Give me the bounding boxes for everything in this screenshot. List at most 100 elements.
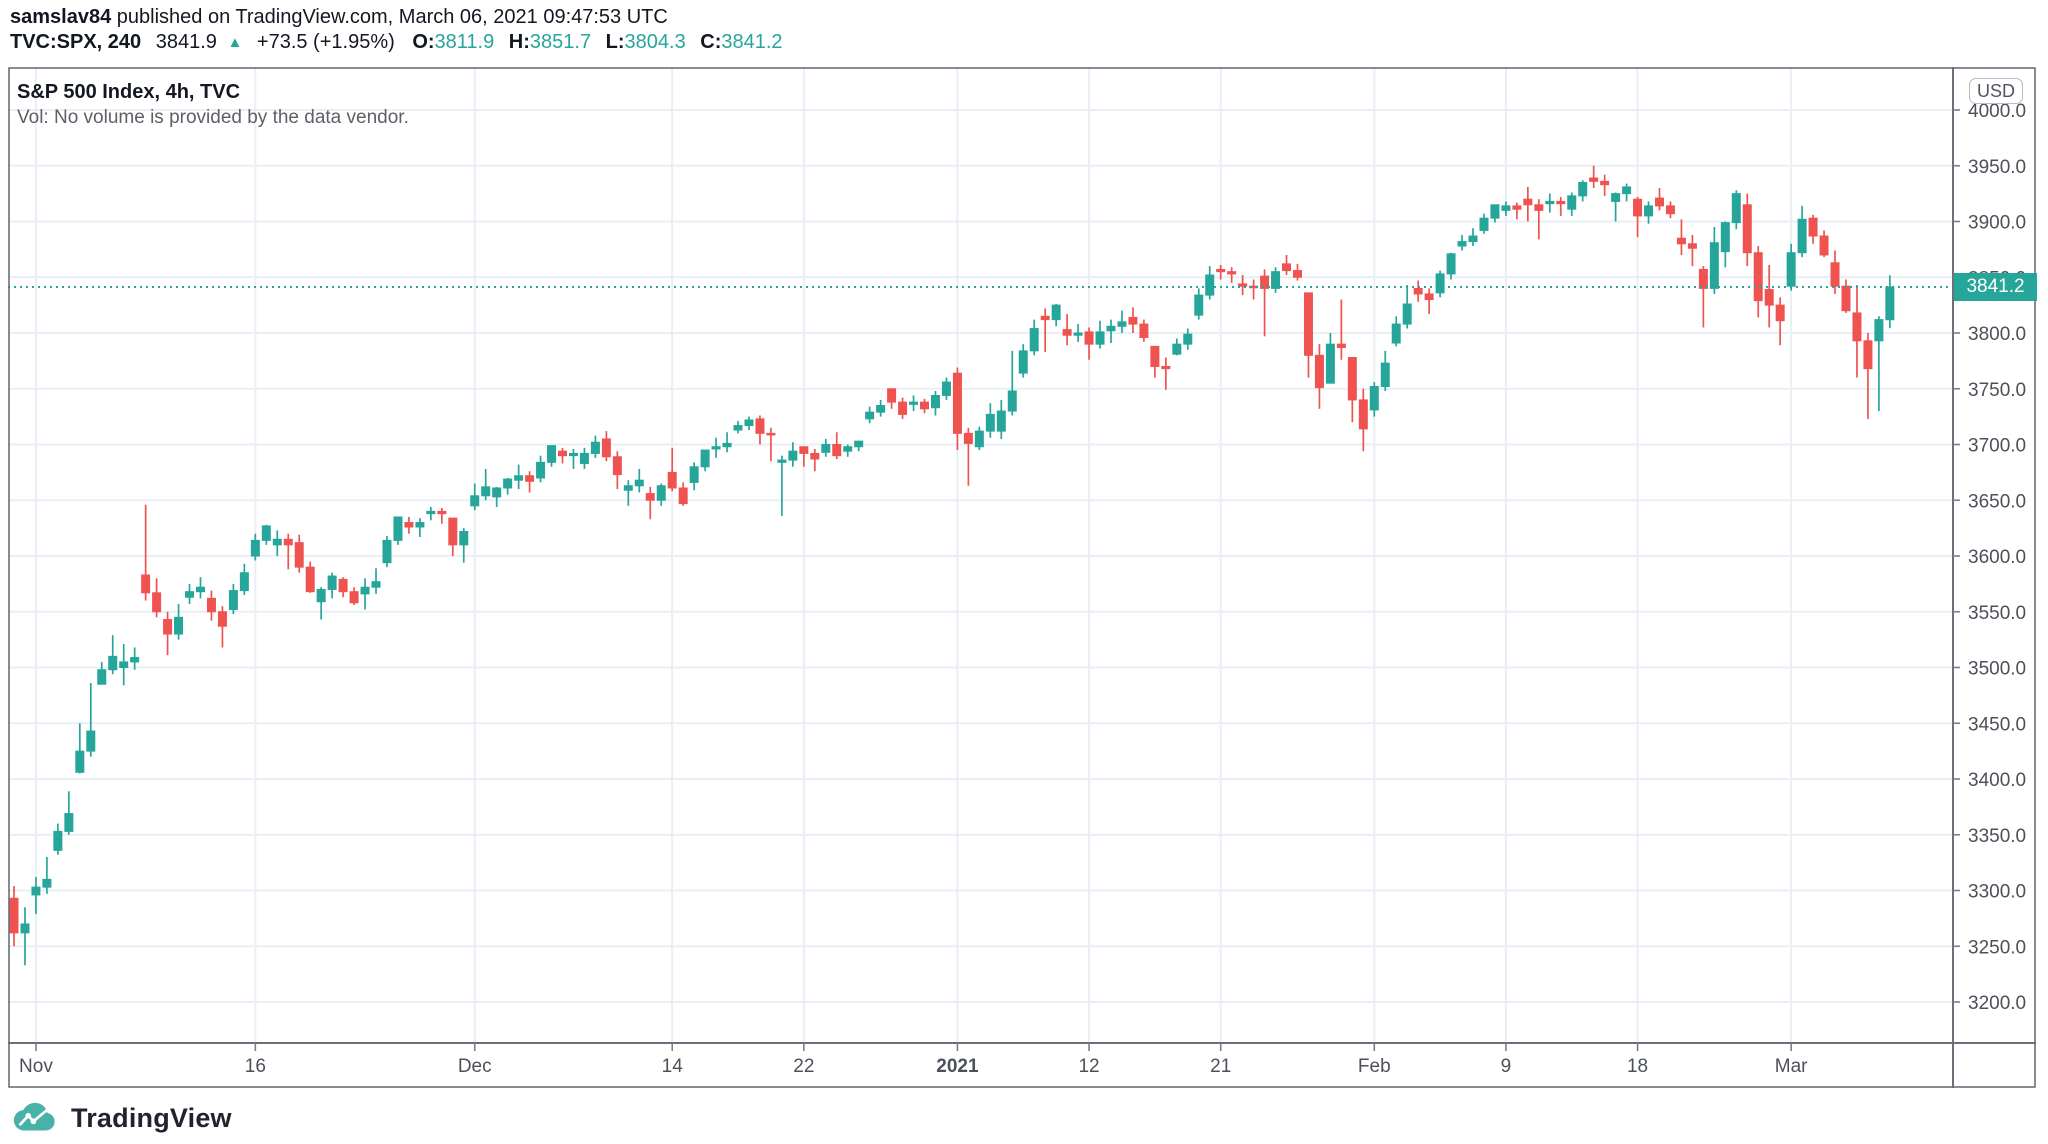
candle [9,886,19,947]
candle [1238,275,1248,296]
candle [31,877,41,914]
candle [1786,243,1796,291]
time-tick-label: 9 [1501,1056,1512,1077]
candle [1665,201,1675,219]
candle [1292,263,1302,281]
price-axis[interactable]: 4000.03950.03900.03850.03800.03750.03700… [1953,101,2026,1014]
candle [1249,279,1259,300]
candle [1556,196,1566,216]
candle [1578,180,1588,202]
candle [1446,252,1456,280]
candle [119,644,129,686]
price-tick-label: 3700.0 [1968,436,2026,457]
price-tick-label: 3500.0 [1968,659,2026,680]
candle [1095,320,1105,349]
volume-note: Vol: No volume is provided by the data v… [17,107,409,128]
candle [876,399,886,417]
candle [920,398,930,414]
chart-borders [8,67,2036,1088]
candle [1468,228,1478,247]
candle [1819,230,1829,258]
candle [1369,382,1379,417]
candle [601,431,611,462]
candle [689,462,699,491]
last-price: 3841.9 [155,31,217,53]
candle [1128,307,1138,333]
price-tick-label: 3750.0 [1968,380,2026,401]
candle [1172,338,1182,356]
candle [711,437,721,458]
candle [1523,186,1533,222]
up-arrow-icon: ▲ [227,34,243,51]
candle [305,561,315,593]
tradingview-logo-icon [13,1102,55,1131]
byline-text: published on TradingView.com, March 06, … [111,6,668,28]
candle [974,426,984,451]
price-tick-label: 3550.0 [1968,603,2026,624]
candle [1336,299,1346,360]
candle [1358,388,1368,452]
time-axis[interactable]: Nov 16 Dec 14 22 2021 12 21 Feb 9 18 Mar [19,1043,1808,1077]
candle [1029,319,1039,356]
symbol-interval: TVC:SPX, 240 [10,31,142,53]
candle [909,395,919,412]
tradingview-logo[interactable]: TradingView [12,1098,232,1138]
candle [1567,192,1577,216]
candle [1150,345,1160,378]
candle [1841,279,1851,313]
candle [1753,246,1763,318]
candle [777,455,787,516]
candle [854,440,864,452]
candle [174,603,184,640]
candle [1611,192,1621,222]
candle [930,390,940,416]
price-tick-label: 3350.0 [1968,826,2026,847]
candle [1325,333,1335,384]
candle [1457,234,1467,251]
candle [1435,270,1445,298]
price-tick-label: 3900.0 [1968,213,2026,234]
candle [1512,202,1522,220]
candle [1709,227,1719,294]
candle [261,524,271,545]
price-chart[interactable]: 4000.03950.03900.03850.03800.03750.03700… [8,67,2036,1088]
candle [459,528,469,563]
candle [360,578,370,610]
candle [788,442,798,467]
candle [1227,267,1237,283]
candle [42,857,52,894]
close-value: 3841.2 [721,31,783,53]
time-tick-label: 16 [245,1056,266,1077]
byline: samslav84 published on TradingView.com, … [10,6,668,29]
candle [733,421,743,434]
candle [393,516,403,545]
candle [75,723,85,774]
candle [97,661,107,685]
candle [766,427,776,462]
price-tick-label: 3400.0 [1968,770,2026,791]
candle [382,535,392,568]
candle [722,432,732,453]
time-tick-label: 22 [793,1056,814,1077]
candle [898,397,908,419]
candle [656,483,666,506]
candle [678,482,688,506]
candle [1117,310,1127,333]
candle [865,406,875,424]
candle [437,508,447,524]
candle [448,517,458,556]
candle [887,388,897,409]
candle [349,587,359,606]
candle [634,469,644,493]
candle [667,447,677,492]
candle [217,606,227,648]
candle [283,533,293,570]
candle [558,447,567,464]
open-label: O: [412,31,435,53]
candle [623,480,633,506]
candle [1830,250,1840,294]
candle [371,568,381,594]
price-tick-label: 3650.0 [1968,491,2026,512]
candle [1589,165,1599,189]
candle [1282,254,1292,276]
